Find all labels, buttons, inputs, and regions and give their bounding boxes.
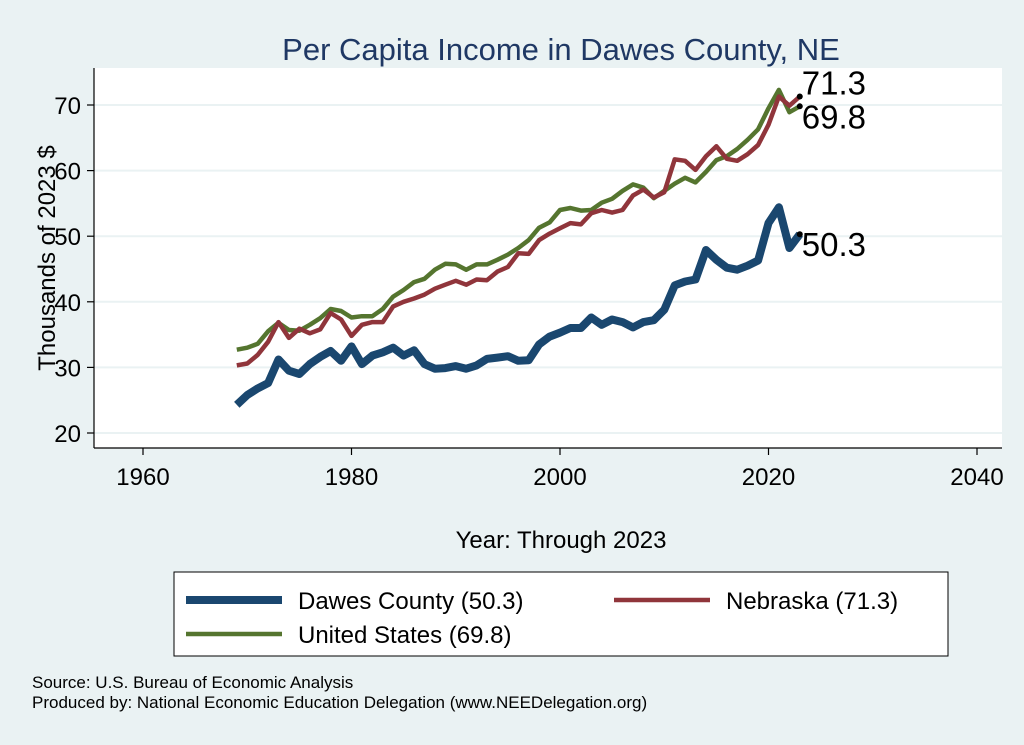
- legend-label-united-states: United States (69.8): [298, 622, 511, 649]
- legend: Dawes County (50.3) Nebraska (71.3) United…: [186, 588, 898, 649]
- x-tick-label-2020: 2020: [742, 464, 795, 491]
- legend-label-nebraska: Nebraska (71.3): [726, 588, 898, 615]
- plot-area: [94, 68, 1002, 448]
- chart-title: Per Capita Income in Dawes County, NE: [282, 32, 840, 67]
- end-label-nebraska: 71.3: [802, 64, 866, 101]
- y-axis-ticks: 20 30 40 50 60 70: [54, 93, 94, 448]
- legend-box: [173, 571, 949, 657]
- producer-note: Produced by: National Economic Education…: [32, 693, 647, 712]
- end-point-nebraska: [796, 93, 803, 100]
- series-lines: [234, 87, 803, 408]
- end-label-united-states: 69.8: [802, 98, 866, 135]
- legend-label-dawes-county: Dawes County (50.3): [298, 588, 523, 615]
- end-point-united-states: [796, 103, 803, 110]
- series-line-nebraska: [236, 94, 802, 368]
- y-tick-label-30: 30: [54, 355, 81, 382]
- x-tick-label-2000: 2000: [533, 464, 586, 491]
- x-tick-label-1960: 1960: [116, 464, 169, 491]
- y-axis-title: Thousands of 2023 $: [34, 145, 61, 371]
- series-line-united-states: [236, 87, 801, 352]
- series-line-dawes-county: [234, 203, 803, 408]
- end-labels: 50.3 71.369.8: [796, 64, 866, 263]
- y-tick-label-50: 50: [54, 224, 81, 251]
- end-point-dawes-county: [796, 231, 803, 238]
- x-axis-ticks: 1960 1980 2000 2020 2040: [116, 448, 1004, 491]
- axes: [93, 68, 1002, 449]
- y-tick-label-60: 60: [54, 159, 81, 186]
- end-label-dawes-county: 50.3: [802, 226, 866, 263]
- x-tick-label-1980: 1980: [325, 464, 378, 491]
- y-tick-label-20: 20: [54, 421, 81, 448]
- y-tick-label-70: 70: [54, 93, 81, 120]
- x-tick-label-2040: 2040: [950, 464, 1003, 491]
- y-tick-label-40: 40: [54, 290, 81, 317]
- source-note: Source: U.S. Bureau of Economic Analysis: [32, 673, 353, 692]
- x-axis-title: Year: Through 2023: [456, 527, 667, 554]
